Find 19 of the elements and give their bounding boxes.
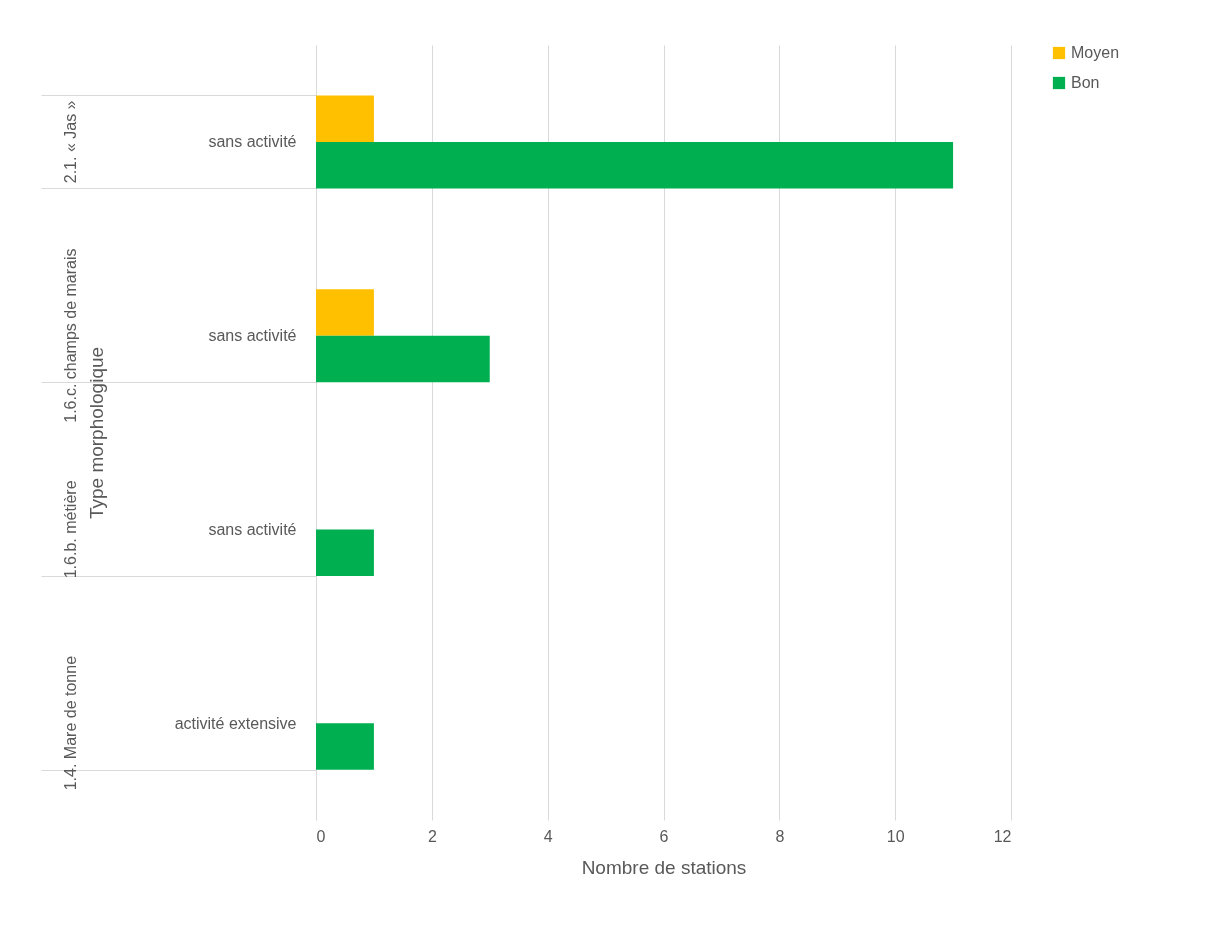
legend-label: Bon	[1071, 74, 1100, 91]
text: 1.4. Mare de tonne	[62, 655, 79, 791]
legend-label: Moyen	[1071, 44, 1120, 61]
text: 1.6.c. champs de marais	[62, 248, 79, 423]
x-tick-label: 8	[775, 827, 785, 845]
x-tick-label: 12	[993, 827, 1012, 845]
text: 2.1. « Jas »	[62, 100, 79, 184]
y-axis-title: Type morphologique	[85, 346, 107, 520]
text: 1.6.b. métière	[62, 480, 79, 579]
x-axis-title: Nombre de stations	[581, 856, 747, 878]
x-tick-label: 6	[659, 827, 669, 845]
x-tick-label: 4	[543, 827, 553, 845]
x-tick-label: 0	[316, 827, 326, 845]
y-tick-label: sans activité	[208, 327, 297, 345]
y-tick-label: activité extensive	[174, 714, 297, 732]
x-tick-label: 2	[427, 827, 437, 845]
x-tick-label: 10	[886, 827, 905, 845]
y-tick-label: sans activité	[208, 133, 297, 151]
y-tick-label: sans activité	[208, 520, 297, 538]
